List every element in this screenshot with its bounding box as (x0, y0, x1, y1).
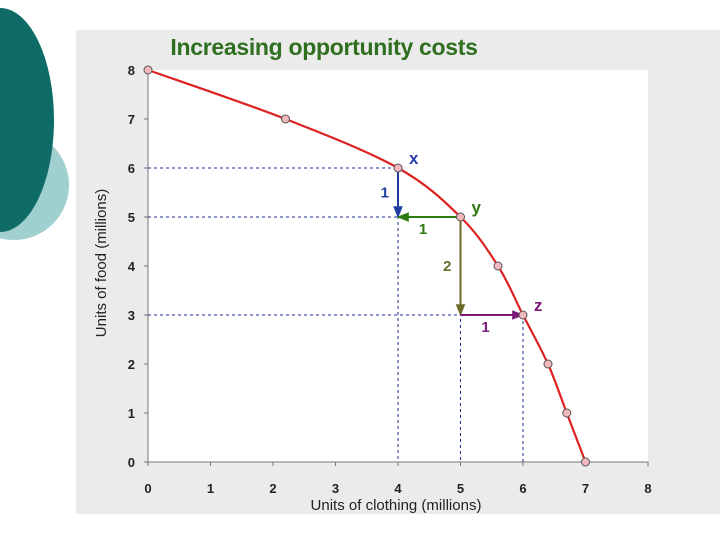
y-tick-label: 4 (128, 259, 136, 274)
x-tick-label: 5 (457, 481, 464, 496)
x-axis-title: Units of clothing (millions) (311, 497, 482, 514)
data-point (518, 310, 528, 320)
data-point (562, 408, 572, 418)
data-point (393, 163, 403, 173)
data-point (281, 114, 290, 124)
arrow-label: 1 (381, 185, 389, 202)
x-tick-label: 8 (644, 481, 651, 496)
point-label-x: x (409, 149, 419, 168)
y-tick-label: 3 (128, 308, 135, 323)
x-tick-label: 7 (582, 481, 589, 496)
y-tick-label: 0 (128, 455, 135, 470)
point-label-y: y (472, 198, 482, 217)
data-point (143, 65, 153, 75)
data-point (456, 212, 465, 222)
y-tick-label: 7 (128, 112, 135, 127)
y-tick-label: 1 (128, 406, 135, 421)
data-point (581, 457, 590, 467)
decoration-dark-ellipse (0, 8, 54, 232)
x-tick-label: 3 (332, 481, 339, 496)
slide-decoration (0, 8, 69, 240)
chart-title: Increasing opportunity costs (170, 34, 478, 60)
x-tick-label: 0 (144, 481, 151, 496)
data-point (493, 261, 503, 271)
arrow-label: 1 (419, 221, 427, 238)
y-tick-label: 2 (128, 357, 135, 372)
arrow-label: 2 (443, 258, 451, 275)
y-tick-label: 6 (128, 161, 135, 176)
x-tick-label: 2 (269, 481, 276, 496)
y-tick-label: 8 (128, 63, 135, 78)
data-point (543, 359, 553, 369)
arrow-label: 1 (481, 319, 489, 336)
y-tick-label: 5 (128, 210, 135, 225)
x-tick-label: 4 (394, 481, 402, 496)
y-axis-title: Units of food (millions) (93, 189, 110, 337)
x-tick-label: 6 (519, 481, 526, 496)
x-tick-label: 1 (207, 481, 214, 496)
point-label-z: z (534, 296, 543, 315)
